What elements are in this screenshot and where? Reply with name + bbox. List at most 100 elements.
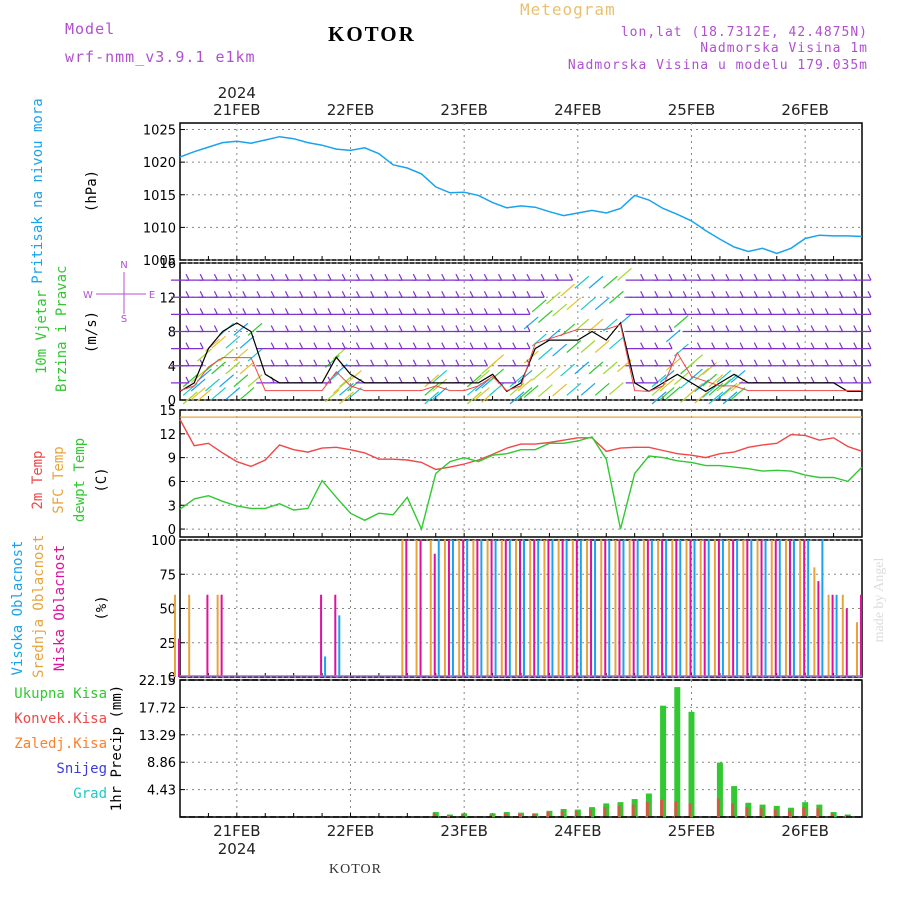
wind-barb-flag bbox=[313, 308, 318, 315]
day-label-top: 26FEB bbox=[781, 101, 828, 119]
wind-barb-flag bbox=[412, 376, 417, 384]
gust-fan-stroke bbox=[247, 322, 263, 336]
wind-barb-flag bbox=[412, 342, 417, 349]
ytick-label-cloud: 50 bbox=[159, 603, 176, 618]
precip-conv-bar bbox=[461, 814, 465, 817]
station-title: KOTOR bbox=[328, 22, 416, 46]
wind-barb-flag bbox=[725, 359, 730, 367]
wind-barb-flag bbox=[327, 325, 332, 332]
gust-fan-stroke bbox=[239, 361, 255, 375]
gust-fan-stroke bbox=[538, 347, 553, 361]
gust-fan-stroke bbox=[190, 387, 206, 401]
wind-barb-flag bbox=[398, 273, 403, 281]
wind-barb-flag bbox=[199, 273, 204, 281]
wind-barb-flag bbox=[640, 342, 645, 349]
wind-barb-flag bbox=[441, 325, 446, 332]
precip-conv-bar bbox=[503, 813, 507, 817]
precip-conv-bar bbox=[787, 810, 791, 817]
gust-fan-stroke bbox=[225, 361, 241, 375]
wind-barb-flag bbox=[725, 325, 730, 332]
wind-barb-flag bbox=[412, 325, 417, 332]
gust-fan-stroke bbox=[424, 382, 440, 396]
wind-barb-flag bbox=[455, 290, 460, 298]
wind-barb-flag bbox=[640, 359, 645, 367]
wind-barb-flag bbox=[512, 290, 517, 298]
wind-barb-flag bbox=[739, 273, 744, 281]
wind-barb-flag bbox=[796, 290, 801, 298]
wind-barb-flag bbox=[668, 290, 673, 298]
gust-fan-stroke bbox=[233, 374, 249, 388]
wind-barb-flag bbox=[384, 325, 389, 332]
ytick-label-cloud: 25 bbox=[159, 637, 176, 652]
wind-barb-flag bbox=[796, 359, 801, 367]
wind-barb-flag bbox=[810, 325, 815, 332]
wind-barb-flag bbox=[299, 359, 304, 367]
wind-barb-flag bbox=[455, 308, 460, 315]
gust-fan-stroke bbox=[517, 378, 533, 392]
precip-conv-bar bbox=[844, 815, 848, 817]
wind-barb-flag bbox=[313, 376, 318, 384]
wind-barb-flag bbox=[768, 376, 773, 384]
day-label-top: 23FEB bbox=[440, 101, 487, 119]
wind-barb-flag bbox=[526, 308, 531, 315]
wind-barb-flag bbox=[725, 290, 730, 298]
day-label-bottom: 23FEB bbox=[440, 822, 487, 840]
precip-conv-bar bbox=[432, 813, 436, 817]
wind-barb-flag bbox=[739, 308, 744, 315]
gust-fan-stroke bbox=[239, 335, 255, 349]
gust-fan-stroke bbox=[708, 382, 724, 396]
gust-fan-stroke bbox=[574, 361, 590, 375]
wind-barb-flag bbox=[739, 325, 744, 332]
gust-fan-stroke bbox=[609, 382, 624, 396]
wind-barb-flag bbox=[711, 325, 716, 332]
wind-barb-flag bbox=[313, 290, 318, 298]
wind-barb-flag bbox=[839, 308, 844, 315]
wind-barb-flag bbox=[427, 359, 432, 367]
lonlat-readout: lon,lat (18.7312E, 42.4875N) bbox=[620, 25, 868, 40]
wind-barb-flag bbox=[654, 290, 659, 298]
wind-barb-flag bbox=[867, 308, 872, 315]
model-elevation-readout: Nadmorska Visina u modelu 179.035m bbox=[567, 58, 868, 73]
wind-barb-flag bbox=[327, 308, 332, 315]
precip-conv-bar bbox=[518, 813, 521, 817]
wind-barb-flag bbox=[242, 273, 247, 281]
wind-barb-flag bbox=[768, 342, 773, 349]
wind-barb-flag bbox=[512, 325, 517, 332]
ytick-label-pressure: 1020 bbox=[143, 156, 176, 171]
wind-barb-flag bbox=[498, 273, 503, 281]
wind-barb-flag bbox=[711, 308, 716, 315]
gust-fan-stroke bbox=[509, 391, 525, 405]
wind-barb-flag bbox=[242, 308, 247, 315]
wind-barb-flag bbox=[640, 273, 645, 281]
wind-barb-flag bbox=[824, 273, 829, 281]
gust-fan-stroke bbox=[560, 283, 576, 297]
wind-barb-flag bbox=[341, 325, 346, 332]
gust-fan-stroke bbox=[489, 354, 504, 368]
gust-fan-stroke bbox=[673, 372, 689, 386]
wind-barb-flag bbox=[313, 342, 318, 349]
wind-barb-flag bbox=[469, 342, 474, 349]
wind-barb-flag bbox=[782, 376, 787, 384]
wind-barb-flag bbox=[398, 290, 403, 298]
gust-fan-stroke bbox=[580, 340, 596, 353]
wind-barb-flag bbox=[284, 308, 289, 315]
wind-barb-flag bbox=[299, 273, 304, 281]
gust-fan-stroke bbox=[474, 378, 490, 392]
wind-barb-flag bbox=[782, 273, 787, 281]
wind-barb-flag bbox=[469, 359, 474, 367]
precip-conv-bar bbox=[631, 804, 635, 817]
wind-speed-line bbox=[179, 321, 862, 393]
wind-barb-flag bbox=[370, 376, 375, 384]
gust-fan-stroke bbox=[347, 378, 362, 392]
gust-fan-stroke bbox=[247, 374, 263, 388]
wind-barb-flag bbox=[824, 359, 829, 367]
ytick-label-precip: 17.72 bbox=[139, 701, 176, 716]
gust-fan-stroke bbox=[609, 290, 624, 304]
gust-fan-stroke bbox=[197, 348, 212, 362]
gust-fan-stroke bbox=[509, 374, 525, 388]
gust-fan-stroke bbox=[580, 382, 596, 396]
precip-conv-bar bbox=[645, 802, 649, 817]
wind-barb-flag bbox=[441, 359, 446, 367]
gust-fan-stroke bbox=[211, 335, 227, 349]
wind-barb-flag bbox=[668, 342, 673, 349]
